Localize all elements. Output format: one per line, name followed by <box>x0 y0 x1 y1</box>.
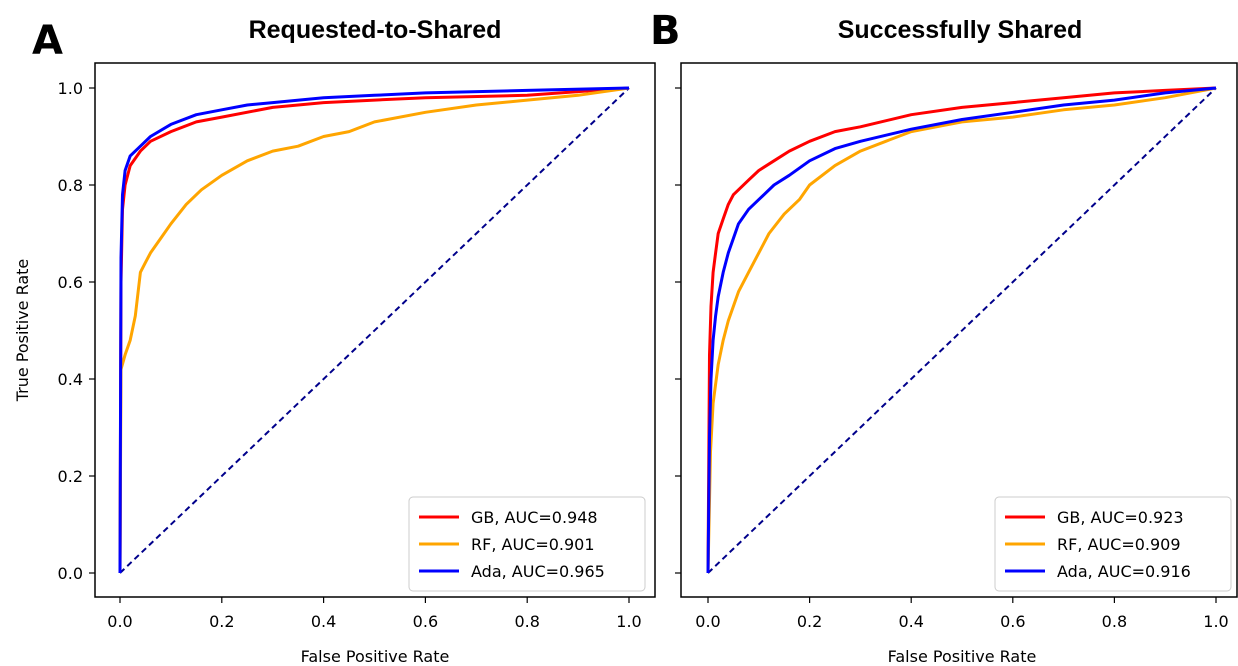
panel-a-axes-frame <box>94 62 656 598</box>
panel-a-y-tick-label: 0.0 <box>58 564 83 583</box>
panel-b-title: Successfully Shared <box>838 16 1083 44</box>
panel-a-x-axis-label: False Positive Rate <box>301 647 450 666</box>
panel-a-x-tick-label: 0.0 <box>107 612 132 631</box>
panel-b-x-axis-label: False Positive Rate <box>888 647 1037 666</box>
panel-a-legend: GB, AUC=0.948 RF, AUC=0.901 Ada, AUC=0.965 <box>408 496 646 592</box>
panel-b-letter: B <box>650 8 681 54</box>
panel-a-letter: A <box>32 18 63 64</box>
panel-a-x-tick-label: 0.2 <box>209 612 234 631</box>
panel-b-x-tick-label: 0.0 <box>695 612 720 631</box>
panel-a-y-tick-label: 0.6 <box>58 273 83 292</box>
panel-a-x-tick-label: 0.6 <box>413 612 438 631</box>
panel-b-x-tick-label: 1.0 <box>1203 612 1228 631</box>
panel-b-legend-label: RF, AUC=0.909 <box>1057 535 1181 554</box>
panel-b-series-gb-line <box>706 86 1217 574</box>
panel-b-legend-box <box>994 496 1232 592</box>
panel-a-legend-box <box>408 496 646 592</box>
panel-a-y-tick-label: 1.0 <box>58 79 83 98</box>
panel-a-series-rf-line <box>118 86 630 574</box>
panel-b-x-tick-label: 0.2 <box>797 612 822 631</box>
panel-a-legend-label: GB, AUC=0.948 <box>471 508 598 527</box>
panel-a-legend-label: RF, AUC=0.901 <box>471 535 595 554</box>
panel-b: B Successfully Shared 0.0 0.2 0.4 0.6 0.8 1.0… <box>650 8 1238 666</box>
panel-b-legend-label: GB, AUC=0.923 <box>1057 508 1184 527</box>
panel-b-series-rf-line <box>706 86 1217 574</box>
panel-b-x-tick-label: 0.4 <box>898 612 923 631</box>
panel-a-reference-line <box>119 87 630 574</box>
panel-a: A Requested-to-Shared 0.0 0.2 0.4 0.6 0.8 1.0… <box>13 16 656 666</box>
panel-a-x-tick-label: 1.0 <box>616 612 641 631</box>
panel-b-plot-area: 0.0 0.2 0.4 0.6 0.8 1.0 GB, AUC=0.923 RF, AUC=0… <box>675 62 1238 631</box>
panel-a-x-tick-label: 0.8 <box>514 612 539 631</box>
panel-b-axes-frame <box>680 62 1238 598</box>
panel-b-reference-line <box>707 87 1217 574</box>
panel-b-legend-label: Ada, AUC=0.916 <box>1057 562 1191 581</box>
panel-a-y-tick-label: 0.8 <box>58 176 83 195</box>
panel-b-legend: GB, AUC=0.923 RF, AUC=0.909 Ada, AUC=0.916 <box>994 496 1232 592</box>
panel-a-y-tick-label: 0.2 <box>58 467 83 486</box>
panel-a-x-tick-label: 0.4 <box>311 612 336 631</box>
panel-b-x-tick-label: 0.8 <box>1102 612 1127 631</box>
panel-a-y-tick-label: 0.4 <box>58 370 83 389</box>
panel-a-y-axis-label: True Positive Rate <box>13 259 32 403</box>
panel-a-title: Requested-to-Shared <box>249 16 502 44</box>
panel-b-series-ada-line <box>706 86 1217 574</box>
panel-a-legend-label: Ada, AUC=0.965 <box>471 562 605 581</box>
panel-a-series-ada-line <box>118 86 630 574</box>
panel-b-x-tick-label: 0.6 <box>1000 612 1025 631</box>
panel-a-plot-area: 0.0 0.2 0.4 0.6 0.8 1.0 0.0 0.2 0.4 0.6 0.8 1.0 GB, … <box>58 62 656 631</box>
